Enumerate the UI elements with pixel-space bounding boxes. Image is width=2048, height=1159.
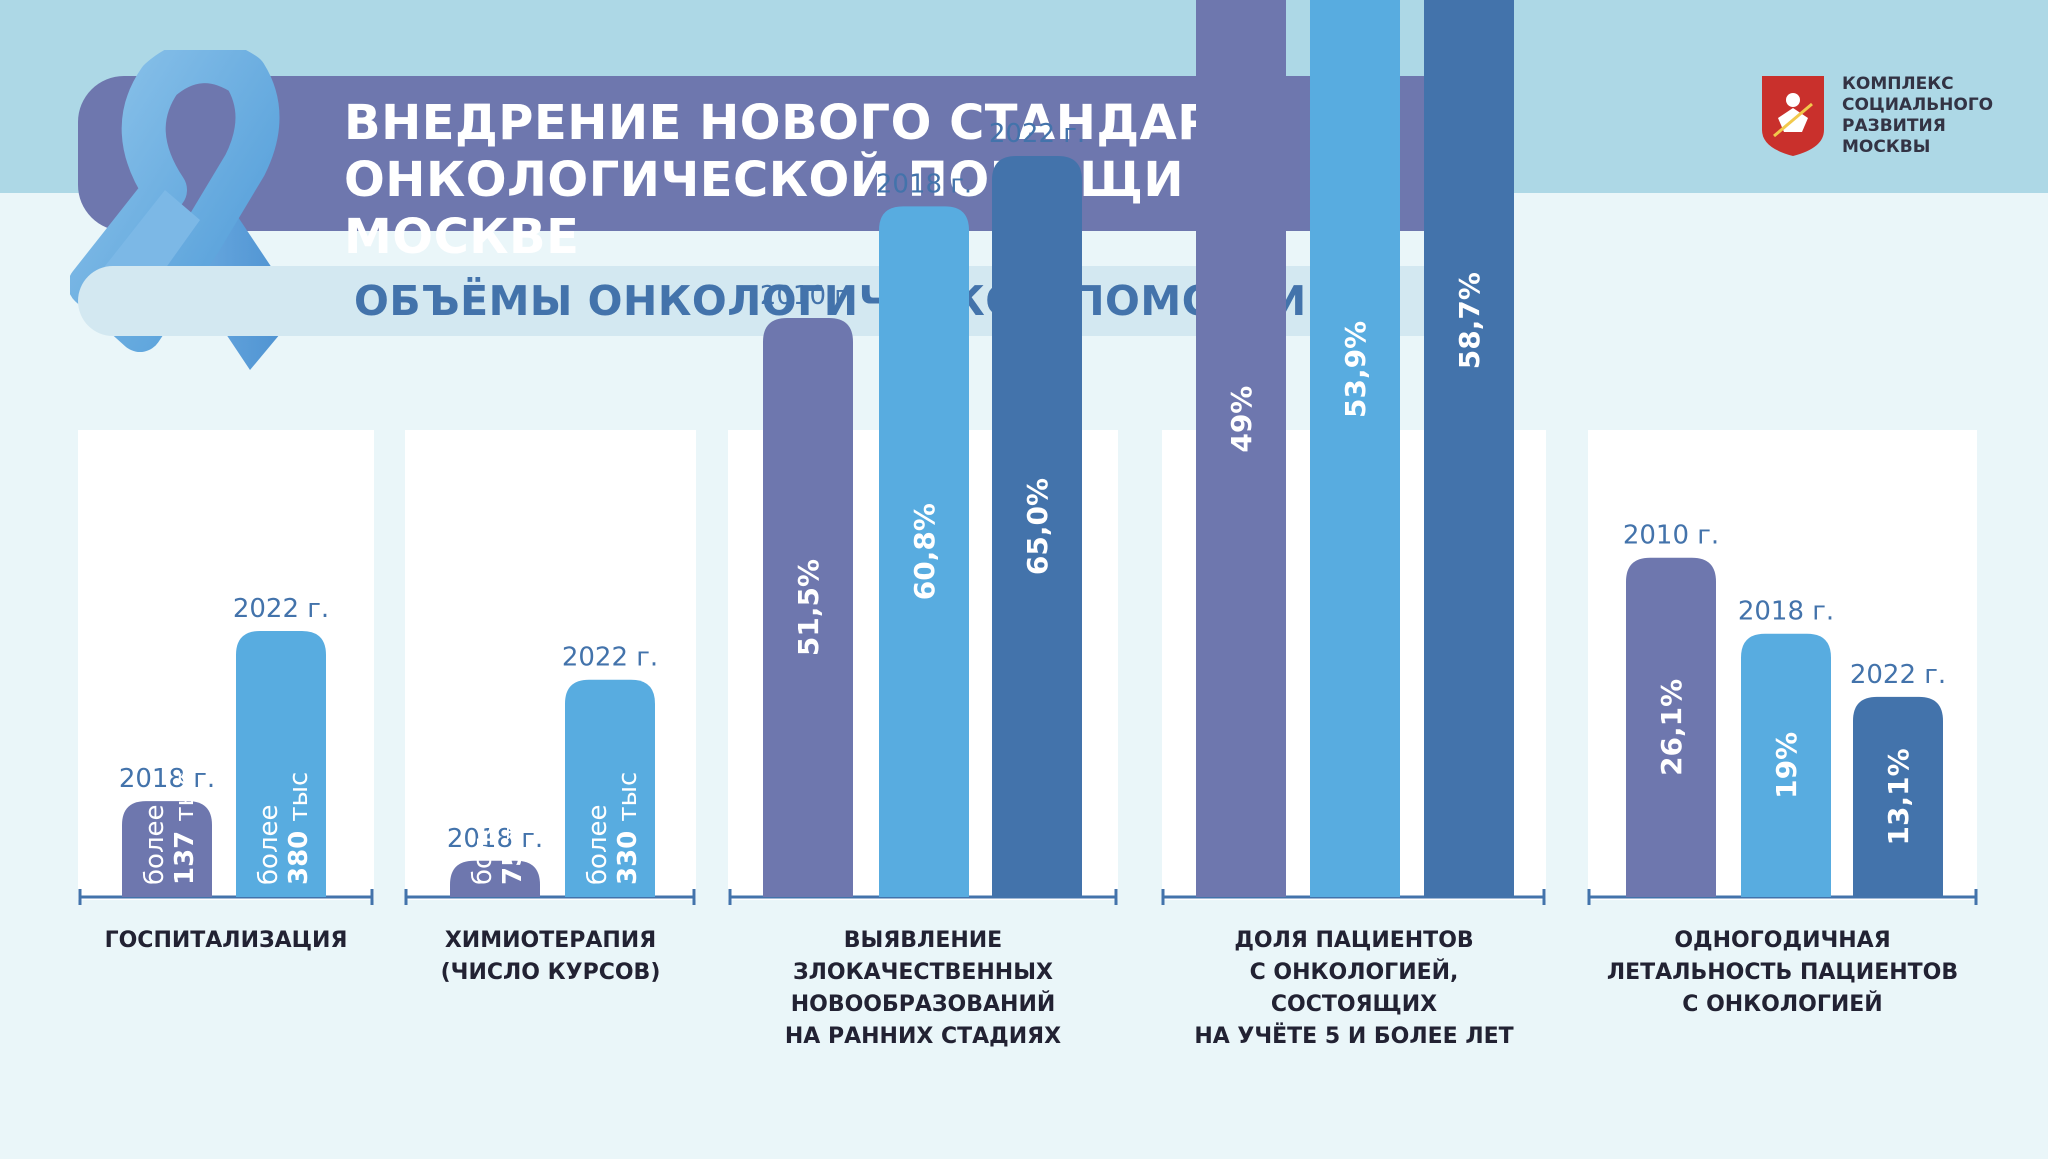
chart-bar (236, 631, 326, 897)
chart-bar (1741, 633, 1831, 897)
bar-year-label: 2018 г. (1738, 597, 1834, 627)
bar-value-label: 49% (1225, 386, 1258, 453)
chart-label-line: (ЧИСЛО КУРСОВ) (440, 960, 661, 985)
bar-value-label: более 380 тыс (254, 772, 314, 885)
bar-value-label: более 330 тыс (583, 772, 643, 885)
chart-bar (450, 860, 540, 897)
bar-year-label: 2022 г. (562, 643, 658, 673)
bar-value-text: 19% (1770, 732, 1803, 799)
chart-bar (1424, 0, 1514, 897)
bar-value-label: более 75 тыс (468, 790, 528, 885)
chart-bar (122, 801, 212, 897)
bar-value-prefix: более (254, 804, 284, 885)
chart-label-line: НА РАННИХ СТАДИЯХ (784, 1024, 1062, 1049)
bar-value-label: 58,7% (1453, 272, 1486, 369)
logo-line-2: СОЦИАЛЬНОГО (1842, 95, 1994, 115)
bar-year-label: 2018 г. (876, 169, 972, 199)
chart-bar (1853, 696, 1943, 897)
chart-label-line: ЛЕТАЛЬНОСТЬ ПАЦИЕНТОВ (1606, 960, 1959, 985)
bar-value-label: 53,9% (1339, 321, 1372, 418)
chart-label-line: ХИМИОТЕРАПИЯ (444, 928, 657, 953)
bar-year-label: 2018 г. (119, 764, 215, 794)
chart-label-line: СОСТОЯЩИХ (1270, 992, 1438, 1017)
bar-year-label: 2010 г. (760, 281, 856, 311)
chart-label-line: ЗЛОКАЧЕСТВЕННЫХ (793, 960, 1053, 985)
chart-label-line: С ОНКОЛОГИЕЙ (1682, 992, 1883, 1017)
bar-year-label: 2022 г. (1850, 660, 1946, 690)
chart-bar (1626, 557, 1716, 897)
bar-value-label: 65,0% (1021, 478, 1054, 575)
chart-label-line: ДОЛЯ ПАЦИЕНТОВ (1234, 928, 1474, 953)
page-title: ВНЕДРЕНИЕ НОВОГО СТАНДАРТА ОНКОЛОГИЧЕСКО… (344, 95, 1464, 266)
bar-value-prefix: более (583, 804, 613, 885)
bar-value-label: 26,1% (1655, 679, 1688, 776)
logo-line-3: РАЗВИТИЯ (1842, 116, 1946, 136)
bar-value-text: 60,8% (908, 503, 941, 600)
bar-value-text: 75 тыс (498, 790, 528, 885)
moscow-emblem-icon (1762, 76, 1824, 156)
bar-value-text: 65,0% (1021, 478, 1054, 575)
bar-value-text: 380 тыс (284, 772, 314, 885)
bar-value-text: 26,1% (1655, 679, 1688, 776)
chart-label-line: ГОСПИТАЛИЗАЦИЯ (104, 928, 348, 953)
bar-year-label: 2022 г. (233, 594, 329, 624)
logo-line-1: КОМПЛЕКС (1842, 74, 1954, 94)
org-logo: КОМПЛЕКС СОЦИАЛЬНОГО РАЗВИТИЯ МОСКВЫ (1760, 74, 1994, 164)
chart-label-one-year-mortality: ОДНОГОДИЧНАЯ ЛЕТАЛЬНОСТЬ ПАЦИЕНТОВ С ОНК… (1588, 925, 1977, 1021)
chart-label-five-year-patients: ДОЛЯ ПАЦИЕНТОВ С ОНКОЛОГИЕЙ, СОСТОЯЩИХ Н… (1162, 925, 1546, 1053)
logo-text: КОМПЛЕКС СОЦИАЛЬНОГО РАЗВИТИЯ МОСКВЫ (1842, 74, 1994, 158)
chart-label-early-detection: ВЫЯВЛЕНИЕ ЗЛОКАЧЕСТВЕННЫХ НОВООБРАЗОВАНИ… (728, 925, 1118, 1053)
bar-value-text: 51,5% (792, 559, 825, 656)
bar-year-label: 2018 г. (447, 824, 543, 854)
chart-label-line: ВЫЯВЛЕНИЕ (843, 928, 1003, 953)
chart-label-line: ОДНОГОДИЧНАЯ (1674, 928, 1891, 953)
bar-value-label: 60,8% (908, 503, 941, 600)
bar-value-prefix: более (468, 804, 498, 885)
chart-label-line: С ОНКОЛОГИЕЙ, (1249, 960, 1459, 985)
bar-value-text: 330 тыс (613, 772, 643, 885)
chart-label-line: НА УЧЁТЕ 5 И БОЛЕЕ ЛЕТ (1194, 1024, 1514, 1049)
bar-value-label: более 137 тыс (140, 772, 200, 885)
chart-label-chemotherapy: ХИМИОТЕРАПИЯ (ЧИСЛО КУРСОВ) (405, 925, 696, 989)
title-line-1: ВНЕДРЕНИЕ НОВОГО СТАНДАРТА (344, 95, 1284, 151)
chart-bar (1196, 0, 1286, 897)
chart-bar (879, 206, 969, 897)
chart-label-line: НОВООБРАЗОВАНИЙ (790, 992, 1056, 1017)
title-line-2: ОНКОЛОГИЧЕСКОЙ ПОМОЩИ В МОСКВЕ (344, 152, 1239, 265)
bar-year-label: 2010 г. (1623, 521, 1719, 551)
chart-bar (565, 679, 655, 897)
page-subtitle: ОБЪЁМЫ ОНКОЛОГИЧЕСКОЙ ПОМОЩИ (354, 277, 1307, 325)
bar-value-text: 58,7% (1453, 272, 1486, 369)
bar-value-text: 53,9% (1339, 321, 1372, 418)
bar-value-prefix: более (140, 804, 170, 885)
logo-line-4: МОСКВЫ (1842, 137, 1931, 157)
bar-value-text: 49% (1225, 386, 1258, 453)
bar-value-text: 137 тыс (170, 772, 200, 885)
chart-bar (992, 156, 1082, 897)
chart-bar (763, 318, 853, 897)
bar-value-label: 13,1% (1882, 748, 1915, 845)
bar-value-text: 13,1% (1882, 748, 1915, 845)
chart-label-hospitalization: ГОСПИТАЛИЗАЦИЯ (78, 925, 374, 957)
bar-value-label: 51,5% (792, 559, 825, 656)
bar-value-label: 19% (1770, 732, 1803, 799)
bar-year-label: 2022 г. (989, 119, 1085, 149)
chart-bar (1310, 0, 1400, 897)
